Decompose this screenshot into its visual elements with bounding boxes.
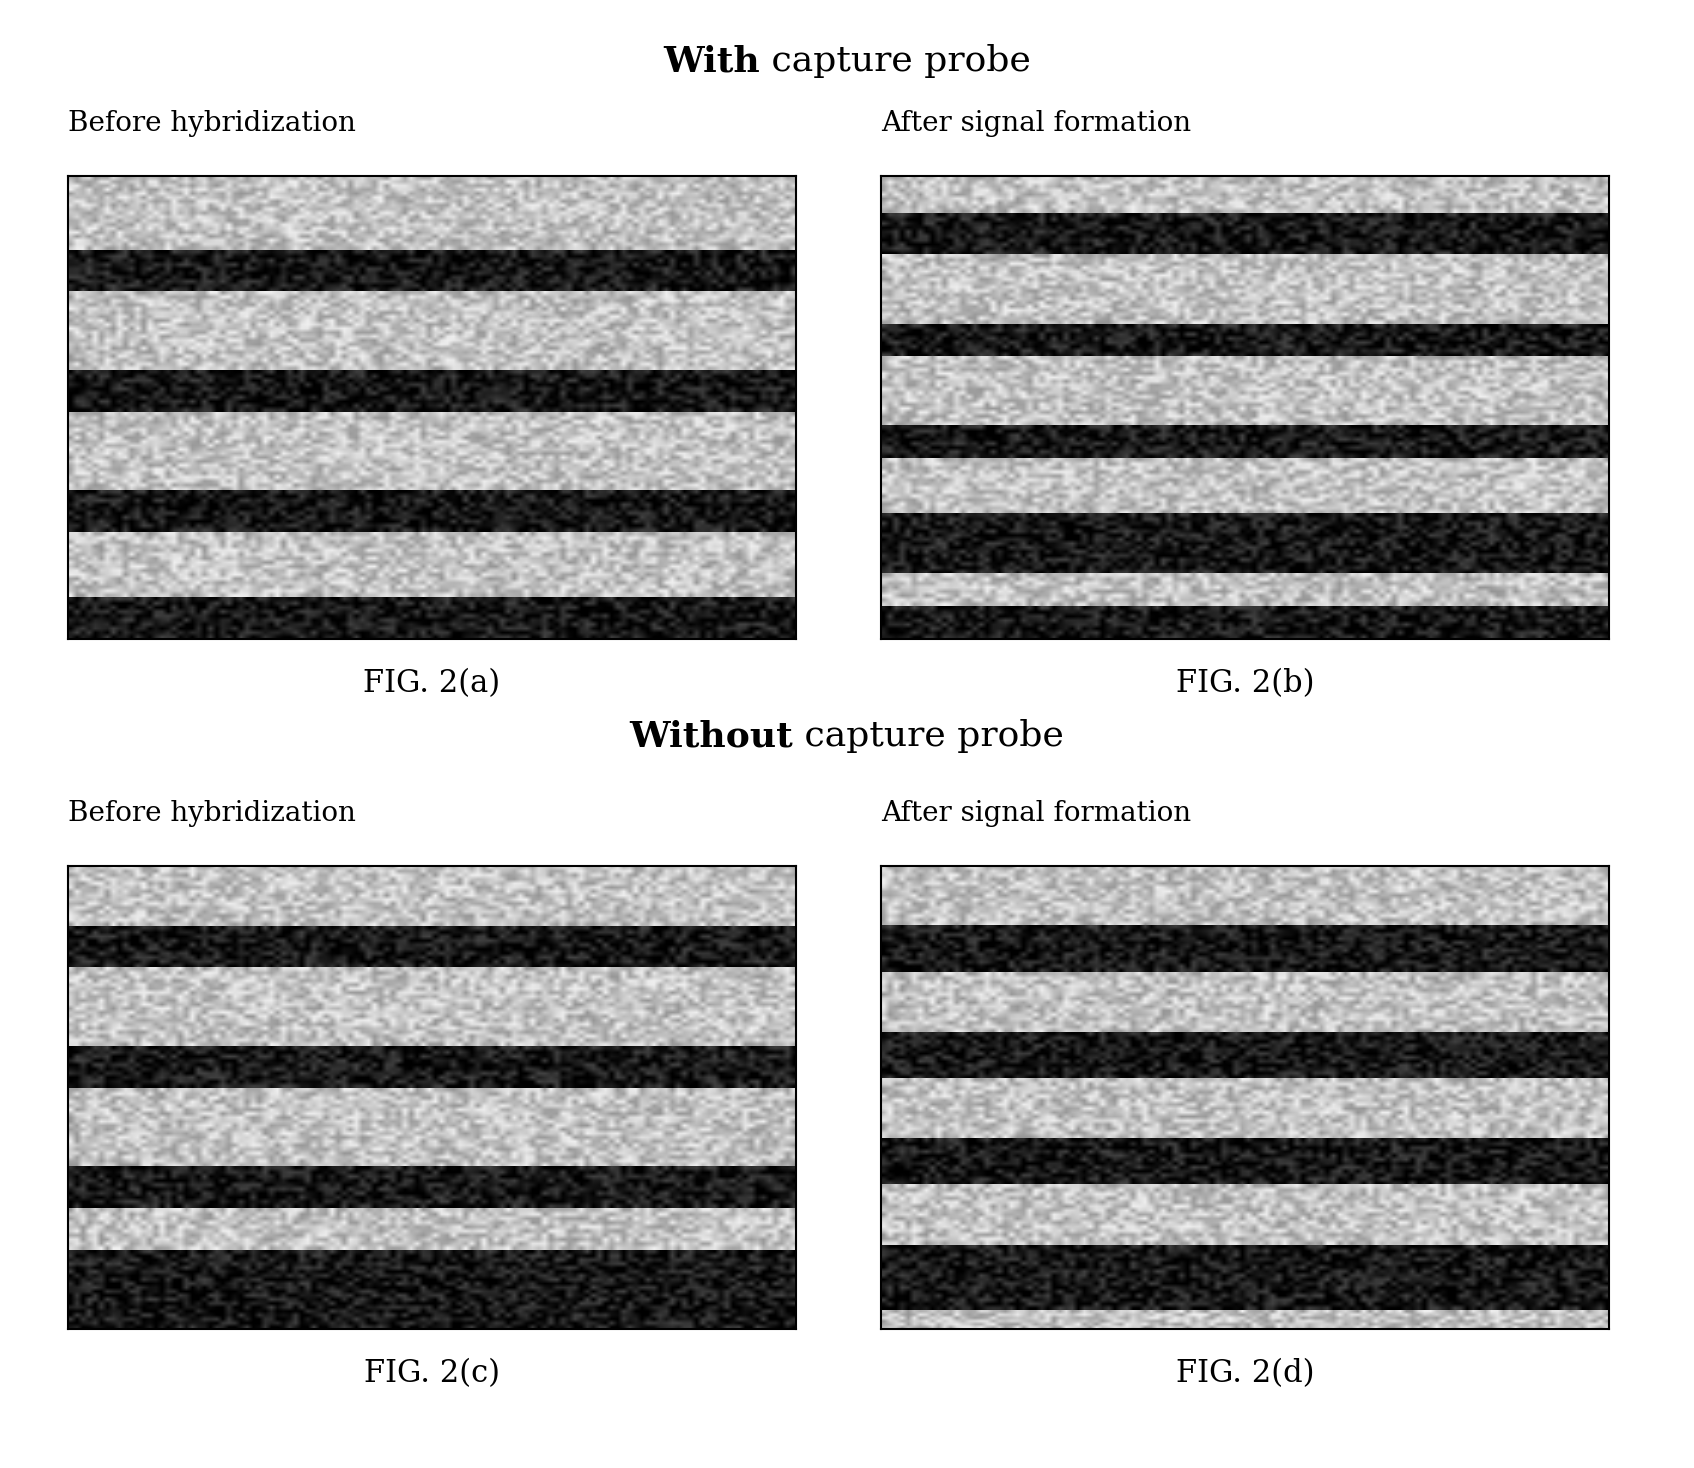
- Text: After signal formation: After signal formation: [881, 110, 1191, 137]
- Text: After signal formation: After signal formation: [881, 800, 1191, 826]
- Text: With: With: [662, 44, 761, 78]
- Text: capture probe: capture probe: [761, 44, 1032, 78]
- Text: FIG. 2(b): FIG. 2(b): [1176, 668, 1315, 699]
- Text: capture probe: capture probe: [793, 719, 1064, 753]
- Text: Before hybridization: Before hybridization: [68, 800, 356, 826]
- Text: Before hybridization: Before hybridization: [68, 110, 356, 137]
- Text: FIG. 2(c): FIG. 2(c): [364, 1358, 500, 1389]
- Text: FIG. 2(d): FIG. 2(d): [1176, 1358, 1315, 1389]
- Text: Without: Without: [630, 719, 793, 753]
- Text: FIG. 2(a): FIG. 2(a): [364, 668, 500, 699]
